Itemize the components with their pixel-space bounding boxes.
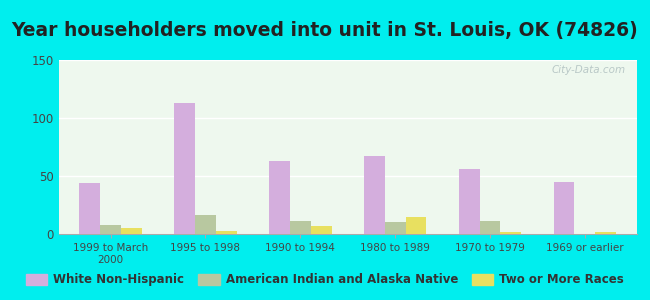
Bar xyxy=(216,230,237,234)
Text: City-Data.com: City-Data.com xyxy=(551,65,625,75)
Bar xyxy=(595,232,616,234)
Bar xyxy=(290,221,311,234)
Bar xyxy=(500,232,521,234)
Bar xyxy=(79,183,100,234)
Bar xyxy=(364,156,385,234)
Bar xyxy=(100,225,121,234)
Legend: White Non-Hispanic, American Indian and Alaska Native, Two or More Races: White Non-Hispanic, American Indian and … xyxy=(21,269,629,291)
Bar xyxy=(174,103,195,234)
Bar xyxy=(269,161,290,234)
Bar xyxy=(385,222,406,234)
Bar xyxy=(554,182,575,234)
Bar xyxy=(311,226,332,234)
Bar xyxy=(406,217,426,234)
Text: Year householders moved into unit in St. Louis, OK (74826): Year householders moved into unit in St.… xyxy=(12,21,638,40)
Bar xyxy=(480,221,500,234)
Bar xyxy=(195,215,216,234)
Bar xyxy=(121,228,142,234)
Bar xyxy=(459,169,480,234)
